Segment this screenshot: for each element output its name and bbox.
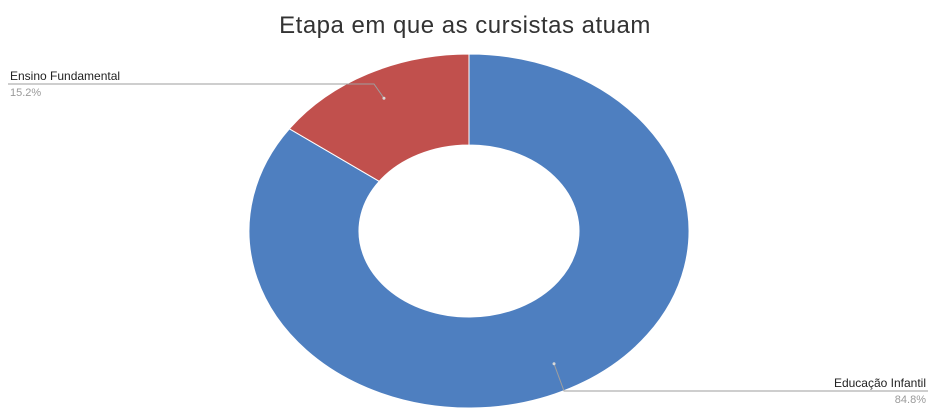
leader-dot-educacao-infantil <box>552 362 556 366</box>
slice-labels: Educação Infantil 84.8% Ensino Fundamental… <box>10 69 926 406</box>
slice-percent-ensino-fundamental: 15.2% <box>10 87 41 99</box>
slice-label-educacao-infantil: Educação Infantil <box>834 376 926 390</box>
donut-slices <box>248 53 690 409</box>
slice-label-ensino-fundamental: Ensino Fundamental <box>10 69 120 83</box>
leader-line-educacao-infantil <box>553 363 928 392</box>
slice-educacao-infantil <box>248 53 690 409</box>
leader-dot-ensino-fundamental <box>382 96 386 100</box>
leader-line-ensino-fundamental <box>8 83 385 99</box>
slice-ensino-fundamental <box>288 53 470 182</box>
label-leader-lines <box>8 83 928 392</box>
slice-percent-educacao-infantil: 84.8% <box>895 394 926 406</box>
chart-title: Etapa em que as cursistas atuam <box>279 12 651 39</box>
